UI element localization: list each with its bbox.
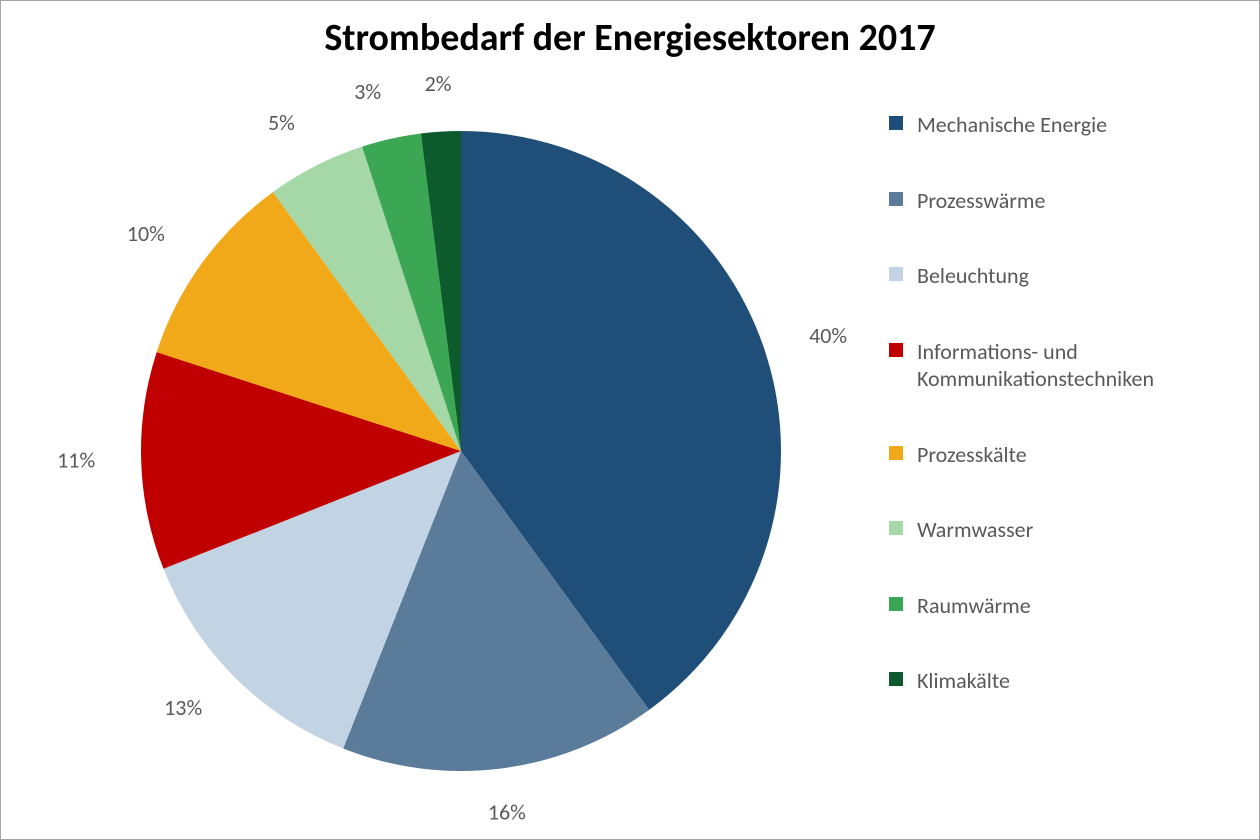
pie-slice-label: 3% (354, 78, 381, 105)
legend-label: Informations- und Kommunikationstechnike… (917, 338, 1217, 393)
legend-label: Warmwasser (917, 516, 1033, 544)
pie-slice-label: 10% (127, 220, 165, 247)
chart-title: Strombedarf der Energiesektoren 2017 (1, 15, 1259, 61)
pie-svg: 40%16%13%11%10%5%3%2% (101, 91, 821, 811)
legend-label: Prozesskälte (917, 441, 1027, 469)
legend-item: Prozesswärme (889, 187, 1229, 215)
pie-chart: 40%16%13%11%10%5%3%2% (101, 91, 821, 811)
legend-label: Klimakälte (917, 667, 1010, 695)
pie-slice-label: 16% (488, 798, 526, 825)
legend-item: Beleuchtung (889, 262, 1229, 290)
legend-label: Raumwärme (917, 592, 1031, 620)
legend-item: Klimakälte (889, 667, 1229, 695)
legend-label: Mechanische Energie (917, 111, 1107, 139)
legend-item: Mechanische Energie (889, 111, 1229, 139)
legend-swatch (889, 521, 903, 535)
pie-slice-label: 13% (164, 694, 202, 721)
legend-swatch (889, 672, 903, 686)
legend: Mechanische Energie Prozesswärme Beleuchtu… (889, 111, 1229, 743)
legend-swatch (889, 116, 903, 130)
legend-swatch (889, 446, 903, 460)
legend-item: Prozesskälte (889, 441, 1229, 469)
pie-slice-label: 11% (57, 447, 95, 474)
legend-swatch (889, 597, 903, 611)
legend-swatch (889, 267, 903, 281)
legend-swatch (889, 343, 903, 357)
legend-swatch (889, 192, 903, 206)
pie-slice-label: 2% (425, 70, 452, 97)
chart-frame: Strombedarf der Energiesektoren 2017 40%… (0, 0, 1260, 840)
legend-item: Informations- und Kommunikationstechnike… (889, 338, 1229, 393)
pie-slice-label: 5% (268, 109, 295, 136)
legend-item: Warmwasser (889, 516, 1229, 544)
legend-label: Prozesswärme (917, 187, 1045, 215)
legend-label: Beleuchtung (917, 262, 1029, 290)
pie-slice-label: 40% (809, 322, 847, 349)
legend-item: Raumwärme (889, 592, 1229, 620)
